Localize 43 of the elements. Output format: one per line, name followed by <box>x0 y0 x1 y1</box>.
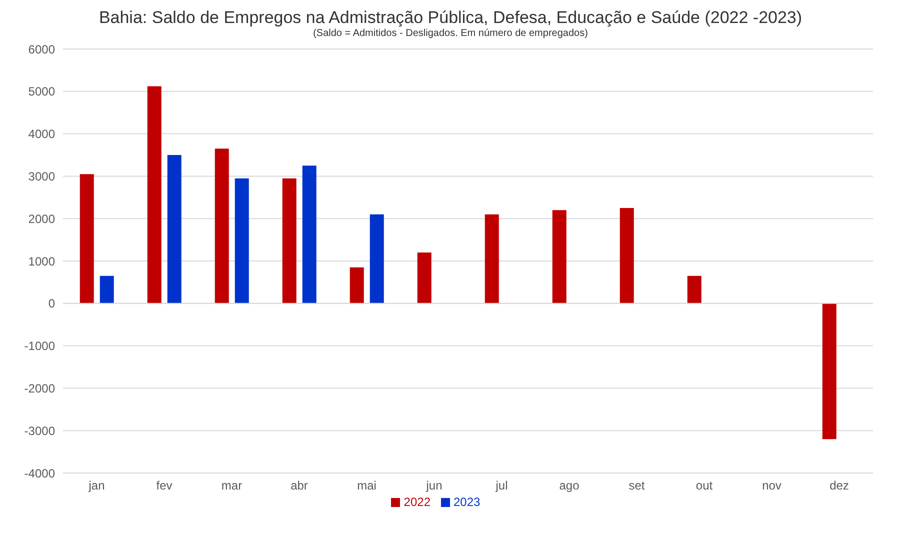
bar <box>350 267 364 304</box>
y-tick-label: 5000 <box>28 84 56 99</box>
bar <box>370 214 384 304</box>
y-tick-label: 3000 <box>28 169 56 184</box>
bar <box>302 166 316 304</box>
bar <box>282 178 296 304</box>
bar <box>80 174 94 304</box>
y-tick-label: 6000 <box>28 42 56 56</box>
legend-label: 2022 <box>404 495 430 509</box>
y-tick-label: -4000 <box>24 466 56 480</box>
y-tick-label: 4000 <box>28 127 56 142</box>
x-tick-label: dez <box>830 478 849 493</box>
chart-title: Bahia: Saldo de Empregos na Admistração Pública, Defesa, Educação e Saúde (2022 -2023) <box>98 8 804 28</box>
bar <box>214 148 229 304</box>
legend-label: 2023 <box>454 495 480 509</box>
x-tick-label: jun <box>425 478 442 493</box>
y-tick-label: -1000 <box>24 339 56 354</box>
bar <box>234 178 249 304</box>
y-tick-label: -2000 <box>24 381 56 396</box>
bar <box>620 208 634 304</box>
bar <box>100 276 114 304</box>
x-tick-label: out <box>696 478 714 493</box>
bar <box>484 214 499 304</box>
chart-subtitle: (Saldo = Admitidos - Desligados. Em número de empregados) <box>312 28 589 39</box>
bar <box>687 276 702 304</box>
y-tick-label: 1000 <box>28 254 56 268</box>
x-tick-label: mar <box>221 478 242 493</box>
y-tick-label: -3000 <box>24 424 56 438</box>
x-tick-label: jan <box>88 478 105 493</box>
x-tick-label: set <box>628 478 646 493</box>
bar <box>417 252 432 304</box>
bar <box>822 303 836 440</box>
bar <box>167 155 182 304</box>
x-tick-label: nov <box>762 478 782 493</box>
x-tick-label: fev <box>156 478 172 493</box>
x-tick-label: jul <box>494 478 508 493</box>
x-tick-label: ago <box>559 478 580 493</box>
y-tick-label: 2000 <box>28 212 56 226</box>
x-tick-label: abr <box>290 478 308 493</box>
bar <box>147 86 162 304</box>
y-tick-label: 0 <box>48 296 56 311</box>
bar <box>552 210 566 304</box>
x-tick-label: mai <box>357 478 376 493</box>
